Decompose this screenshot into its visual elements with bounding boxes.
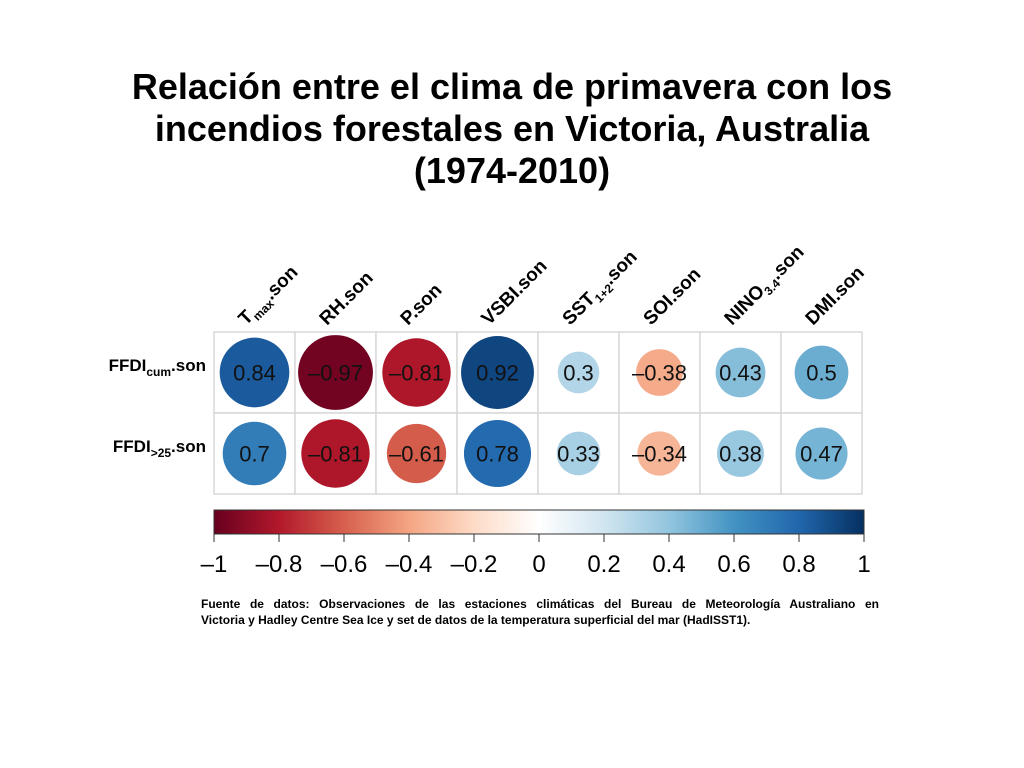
colorbar-tick-label: –0.8 — [256, 551, 303, 578]
row-label-part-0: FFDI — [109, 356, 147, 375]
grid-cell — [537, 412, 620, 495]
colorbar-tick-label: 0.4 — [652, 551, 685, 578]
correlation-circle — [637, 431, 682, 476]
value-label: –0.81 — [389, 361, 444, 386]
source-note: Fuente de datos: Observaciones de las es… — [201, 596, 879, 628]
colorbar-tick-label: –0.6 — [321, 551, 368, 578]
row-label-part-2: .son — [171, 437, 206, 456]
correlation-circle — [298, 335, 373, 410]
column-label: VSBI.son — [478, 256, 552, 330]
column-label-part-0: P.son — [397, 280, 447, 330]
correlation-plot: 0.84 –0.97 –0.81 0.92 0.3 –0.38 0.43 0.50.7 –0.8… — [109, 242, 871, 578]
column-label-part-0: SOI.son — [640, 264, 706, 330]
value-label: 0.47 — [800, 442, 843, 467]
column-label: P.son — [397, 280, 447, 330]
colorbar-tick-label: 1 — [857, 551, 870, 578]
correlation-circle — [301, 419, 370, 488]
chart-title: Relación entre el clima de primavera con… — [62, 66, 962, 192]
correlation-circle — [461, 336, 534, 409]
correlation-circle — [556, 431, 601, 476]
correlation-circle — [715, 347, 766, 398]
column-label: RH.son — [316, 268, 378, 330]
value-label: 0.92 — [476, 361, 519, 386]
value-label: 0.7 — [239, 442, 270, 467]
row-label: FFDI>25.son — [113, 437, 206, 460]
colorbar-tick-label: 0 — [532, 551, 545, 578]
value-label: 0.84 — [233, 361, 276, 386]
row-label-part-2: .son — [171, 356, 206, 375]
column-label: NINO3.4.son — [721, 242, 811, 332]
row-label-part-0: FFDI — [113, 437, 151, 456]
correlation-circle — [557, 351, 600, 394]
colorbar-tick-label: –0.2 — [451, 551, 498, 578]
title-line-1: Relación entre el clima de primavera con… — [131, 66, 893, 107]
title-line-3: (1974-2010) — [413, 150, 611, 191]
correlation-circle — [717, 430, 764, 477]
column-label: SOI.son — [640, 264, 706, 330]
colorbar-tick-label: –0.4 — [386, 551, 433, 578]
value-label: –0.97 — [308, 361, 363, 386]
value-label: –0.81 — [308, 442, 363, 467]
row-label-part-1: cum — [146, 365, 171, 379]
correlation-circle — [222, 421, 287, 486]
correlation-circle — [636, 349, 683, 396]
column-label-part-0: VSBI.son — [478, 256, 552, 330]
value-label: 0.38 — [719, 442, 762, 467]
value-label: 0.33 — [557, 442, 600, 467]
column-label: Tmax.son — [235, 262, 305, 332]
row-label-part-1: >25 — [151, 446, 172, 460]
correlation-circle — [382, 338, 451, 407]
value-label: –0.61 — [389, 442, 444, 467]
source-note-line-2: Victoria y Hadley Centre Sea Ice y set d… — [201, 613, 751, 627]
correlation-circle — [794, 345, 849, 400]
correlation-circle — [463, 419, 532, 488]
title-line-2: incendios forestales en Victoria, Austra… — [154, 108, 870, 149]
value-label: 0.5 — [806, 361, 837, 386]
value-label: 0.78 — [476, 442, 519, 467]
source-note-line-1: Fuente de datos: Observaciones de las es… — [201, 597, 879, 611]
correlation-circle — [386, 423, 447, 484]
value-label: 0.43 — [719, 361, 762, 386]
value-label: –0.34 — [632, 442, 687, 467]
value-label: –0.38 — [632, 361, 687, 386]
colorbar-tick-label: –1 — [201, 551, 228, 578]
column-label: SST1+2.son — [559, 247, 644, 332]
column-label-part-0: DMI.son — [802, 262, 869, 329]
row-label: FFDIcum.son — [109, 356, 206, 379]
correlation-circle — [795, 427, 848, 480]
colorbar — [213, 509, 865, 535]
colorbar-tick-label: 0.8 — [782, 551, 815, 578]
correlation-circle — [219, 337, 290, 408]
value-label: 0.3 — [563, 361, 594, 386]
colorbar-tick-label: 0.6 — [717, 551, 750, 578]
column-label: DMI.son — [802, 262, 869, 329]
column-label-part-0: RH.son — [316, 268, 378, 330]
colorbar-tick-label: 0.2 — [587, 551, 620, 578]
